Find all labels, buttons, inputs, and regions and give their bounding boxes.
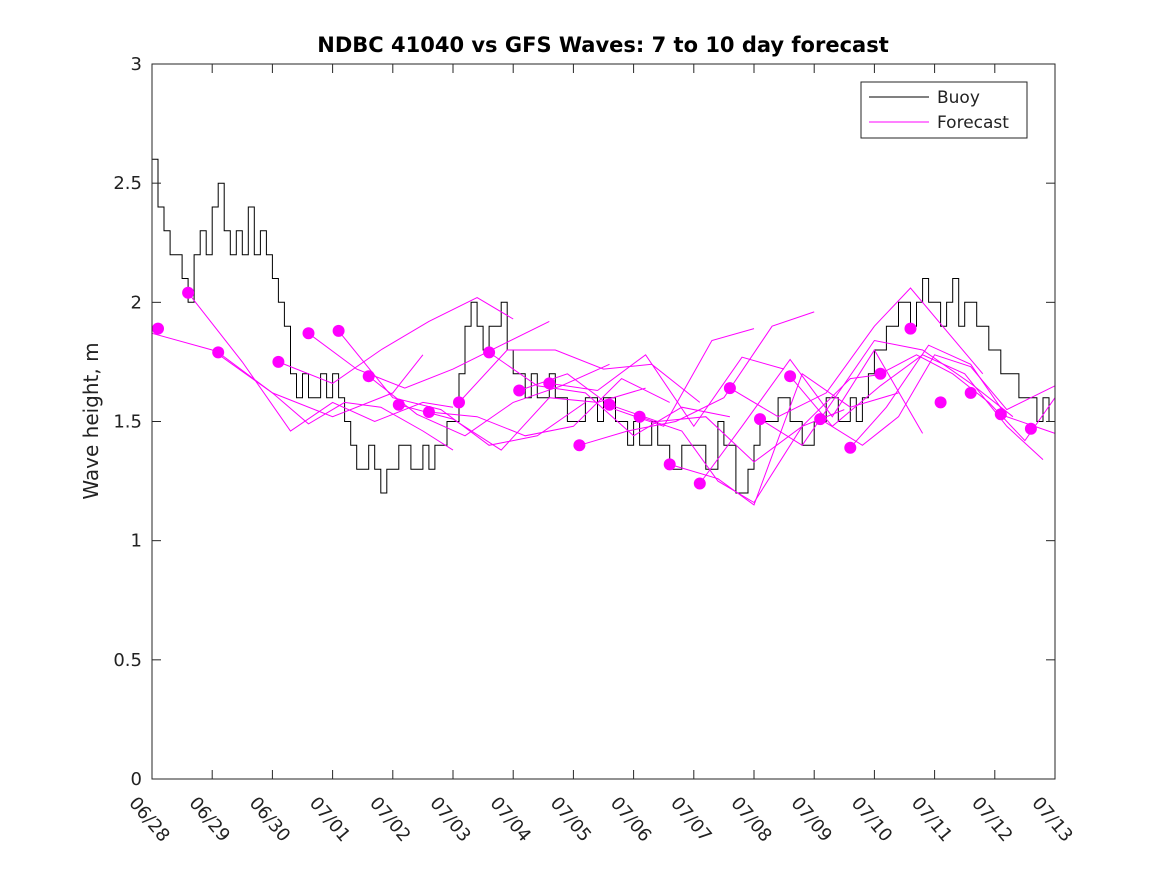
forecast-point-3 bbox=[272, 355, 285, 368]
legend-box bbox=[860, 81, 1028, 139]
forecast-point-19 bbox=[754, 413, 766, 426]
series-forecast-line-11 bbox=[488, 351, 730, 437]
y-tick-label-5: 2.5 bbox=[113, 173, 142, 194]
forecast-point-22 bbox=[844, 441, 857, 454]
legend-label-buoy: Buoy bbox=[937, 88, 980, 108]
forecast-point-0 bbox=[152, 322, 164, 335]
forecast-point-27 bbox=[994, 408, 1007, 421]
forecast-point-8 bbox=[422, 406, 435, 418]
chart-title: NDBC 41040 vs GFS Waves: 7 to 10 day for… bbox=[317, 33, 888, 57]
series-buoy-line bbox=[152, 158, 1055, 494]
forecast-point-11 bbox=[513, 384, 526, 397]
forecast-point-7 bbox=[392, 398, 405, 411]
series-forecast-line-23 bbox=[849, 344, 1056, 449]
series-forecast-line-9 bbox=[428, 377, 670, 437]
series-forecast-line-4 bbox=[278, 297, 514, 384]
legend-label-forecast: Forecast bbox=[937, 113, 1009, 133]
series-forecast-line-5 bbox=[308, 320, 550, 389]
series-forecast-line-19 bbox=[729, 287, 984, 418]
series-forecast-line-1 bbox=[151, 332, 424, 418]
series-forecast-line-10 bbox=[458, 349, 701, 403]
forecast-point-1 bbox=[182, 286, 195, 299]
forecast-point-4 bbox=[302, 327, 315, 340]
plot-markers bbox=[152, 286, 1037, 490]
forecast-point-20 bbox=[784, 370, 797, 383]
series-forecast-line-6 bbox=[338, 330, 586, 446]
y-tick-label-1: 0.5 bbox=[113, 650, 142, 671]
series-forecast-line-18 bbox=[699, 349, 924, 484]
plot-lines bbox=[151, 158, 1056, 506]
forecast-point-25 bbox=[934, 396, 947, 409]
series-forecast-line-15 bbox=[609, 404, 845, 463]
series-forecast-line-13 bbox=[549, 354, 785, 428]
y-tick-label-2: 1 bbox=[131, 531, 142, 552]
series-forecast-line-22 bbox=[819, 354, 1056, 446]
series-forecast-line-16 bbox=[639, 373, 887, 504]
series-forecast-line-8 bbox=[398, 387, 646, 451]
y-tick-label-6: 3 bbox=[131, 54, 142, 75]
series-forecast-line-3 bbox=[217, 351, 454, 451]
forecast-point-21 bbox=[814, 413, 827, 426]
forecast-point-24 bbox=[904, 322, 917, 335]
y-tick-label-3: 1.5 bbox=[113, 412, 142, 433]
forecast-point-18 bbox=[723, 382, 736, 395]
forecast-point-16 bbox=[663, 458, 676, 471]
series-forecast-line-2 bbox=[187, 292, 454, 432]
y-tick-label-0: 0 bbox=[131, 769, 142, 790]
forecast-point-28 bbox=[1024, 422, 1037, 435]
series-forecast-line-14 bbox=[579, 311, 815, 446]
forecast-point-17 bbox=[693, 477, 706, 490]
forecast-point-12 bbox=[543, 377, 556, 390]
forecast-point-23 bbox=[874, 367, 887, 380]
forecast-point-2 bbox=[212, 346, 225, 359]
forecast-point-13 bbox=[573, 439, 586, 452]
legend: Buoy Forecast bbox=[860, 81, 1028, 139]
y-tick-label-4: 2 bbox=[131, 292, 142, 313]
forecast-point-9 bbox=[453, 396, 465, 409]
forecast-point-6 bbox=[362, 370, 375, 383]
forecast-point-26 bbox=[964, 386, 977, 399]
series-forecast-line-20 bbox=[759, 339, 1014, 446]
forecast-point-10 bbox=[483, 346, 496, 359]
y-axis-label: Wave height, m bbox=[79, 342, 103, 499]
forecast-point-15 bbox=[633, 410, 646, 423]
forecast-point-14 bbox=[603, 398, 616, 411]
forecast-point-5 bbox=[332, 324, 345, 337]
